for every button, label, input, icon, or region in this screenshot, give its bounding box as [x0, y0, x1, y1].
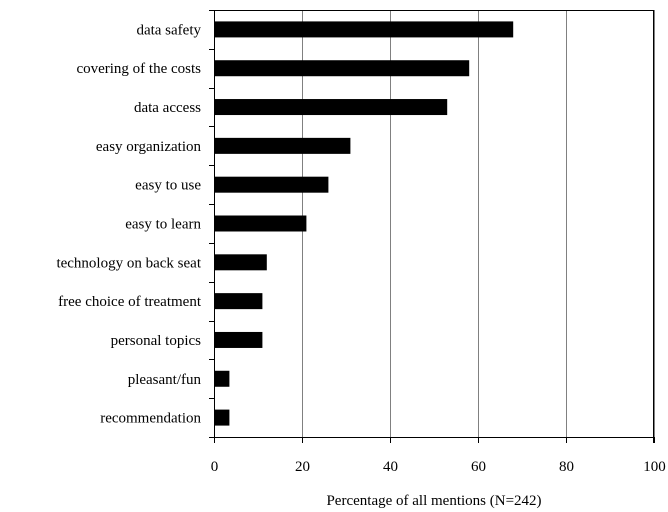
- x-tick-labels: 0 20 40 60 80 100: [211, 459, 666, 475]
- bar-9: [214, 370, 230, 387]
- bar-1: [214, 60, 470, 77]
- category-label-9: pleasant/fun: [128, 372, 202, 388]
- category-label-3: easy organization: [96, 139, 202, 155]
- bar-6: [214, 254, 267, 271]
- x-tick-label-0: 0: [211, 459, 219, 475]
- bar-7: [214, 293, 263, 310]
- category-label-6: technology on back seat: [56, 255, 201, 271]
- category-label-4: easy to use: [135, 178, 201, 194]
- x-axis-title: Percentage of all mentions (N=242): [326, 493, 541, 509]
- x-tick-label-1: 20: [295, 459, 310, 475]
- category-label-5: easy to learn: [125, 217, 201, 233]
- category-label-10: recommendation: [100, 411, 201, 427]
- gridlines: [302, 10, 655, 437]
- x-tick-label-5: 100: [643, 459, 666, 475]
- bar-4: [214, 176, 329, 193]
- bar-8: [214, 331, 263, 348]
- x-tick-label-2: 40: [383, 459, 398, 475]
- bars: [214, 21, 514, 426]
- category-label-1: covering of the costs: [76, 61, 201, 77]
- x-tick-label-3: 60: [471, 459, 486, 475]
- x-tick-label-4: 80: [559, 459, 574, 475]
- category-label-2: data access: [134, 100, 201, 116]
- category-label-7: free choice of treatment: [58, 294, 202, 310]
- bar-5: [214, 215, 307, 232]
- axes: [209, 10, 655, 443]
- bar-3: [214, 137, 351, 154]
- bar-10: [214, 409, 230, 426]
- category-label-8: personal topics: [111, 333, 202, 349]
- bar-2: [214, 99, 448, 116]
- bar-0: [214, 21, 514, 38]
- category-labels: data safety covering of the costs data acc…: [56, 22, 201, 426]
- category-label-0: data safety: [136, 22, 201, 38]
